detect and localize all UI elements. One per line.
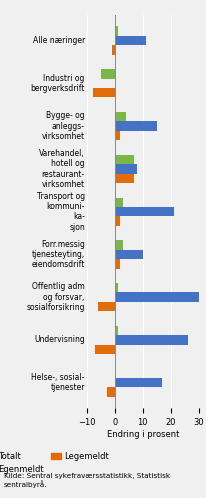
Bar [114,131,120,140]
Bar [101,69,114,79]
Bar [114,283,117,292]
Bar [114,292,198,302]
Bar [114,26,117,36]
Bar [92,88,114,98]
Text: Offentlig adm
og forsvar,
sosialforsikring: Offentlig adm og forsvar, sosialforsikri… [26,282,84,312]
Bar [114,122,156,131]
Bar [114,335,187,345]
Text: Helse-, sosial-
tjenester: Helse-, sosial- tjenester [31,373,84,392]
Bar [114,155,134,164]
Text: Varehandel,
hotell og
restaurant-
virksomhet: Varehandel, hotell og restaurant- virkso… [39,149,84,189]
Bar [114,112,125,122]
Bar [114,259,120,268]
Text: Forr.messig
tjenesteyting,
eiendomsdrift: Forr.messig tjenesteyting, eiendomsdrift [31,240,84,269]
Text: Kilde: Sentral sykefraværsstatistikk, Statistisk
sentralbyrå.: Kilde: Sentral sykefraværsstatistikk, St… [4,473,170,488]
Legend: Totalt, Egenmeldt, Legemeldt: Totalt, Egenmeldt, Legemeldt [0,452,108,474]
Bar [106,387,114,397]
Bar [114,378,162,387]
Bar [114,164,137,174]
Text: Undervisning: Undervisning [34,336,84,345]
Bar [114,216,120,226]
X-axis label: Endring i prosent: Endring i prosent [106,430,178,439]
Bar [95,345,114,354]
Bar [114,207,173,216]
Bar [114,198,123,207]
Text: Industri og
bergverksdrift: Industri og bergverksdrift [30,74,84,93]
Bar [112,45,114,55]
Text: Alle næringer: Alle næringer [33,36,84,45]
Bar [98,302,114,311]
Bar [114,249,142,259]
Text: Transport og
kommuni-
ka-
sjon: Transport og kommuni- ka- sjon [37,192,84,232]
Bar [114,326,117,335]
Text: Bygge- og
anleggs-
virksomhet: Bygge- og anleggs- virksomhet [42,111,84,141]
Bar [114,36,145,45]
Bar [114,241,123,249]
Bar [114,174,134,183]
